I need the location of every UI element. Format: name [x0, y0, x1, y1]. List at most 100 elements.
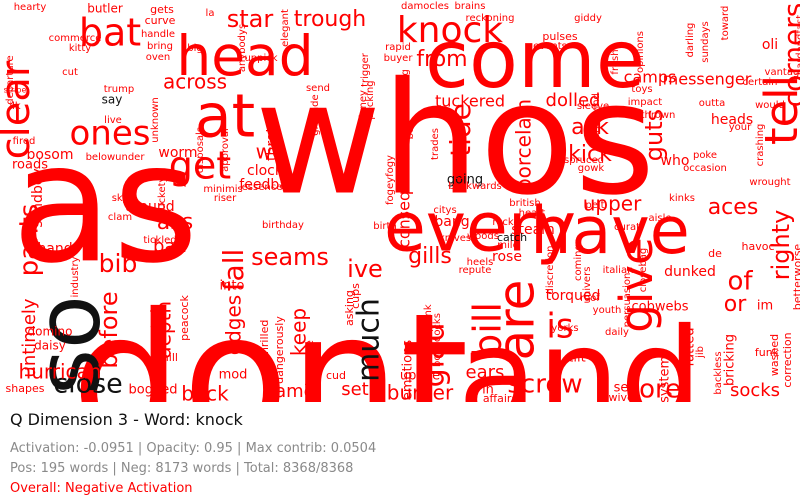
cloud-word-keep: keep	[287, 308, 311, 356]
cloud-word-porcelain: porcelain	[512, 99, 536, 191]
cloud-word-guts: guts	[640, 109, 668, 161]
cloud-word-tide: tide	[444, 103, 477, 157]
cloud-word-commerce: commerce	[49, 33, 102, 44]
cloud-word-head: head	[176, 24, 313, 88]
cloud-word-batting: batting	[400, 69, 411, 105]
cloud-word-fired: fired	[13, 136, 36, 147]
cloud-word-la: la	[206, 8, 215, 19]
cloud-word-gowk: gowk	[578, 163, 605, 174]
cloud-word-baloney: baloney	[358, 90, 369, 130]
cloud-word-ranks: ranks	[129, 251, 157, 262]
cloud-word-your: your	[729, 122, 752, 133]
cloud-word-opinions: opinions	[635, 31, 646, 73]
cloud-word-poke: poke	[693, 150, 717, 161]
cloud-word-repute: repute	[459, 265, 492, 276]
cloud-word-into: into	[220, 279, 245, 294]
cloud-word-going: going	[447, 173, 483, 188]
cloud-word-dunked: dunked	[664, 264, 716, 280]
cloud-word-bee: bee	[405, 121, 416, 140]
cloud-word-around: around	[125, 199, 174, 215]
cloud-word-sandboy: sandboy	[30, 168, 46, 227]
cloud-word-at: at	[195, 82, 255, 152]
cloud-word-essence: essence	[242, 182, 283, 193]
cloud-word-big: big	[187, 43, 202, 54]
activation-stats: Activation: -0.0951 | Opacity: 0.95 | Ma…	[10, 441, 377, 456]
cloud-word-every: every	[384, 189, 576, 268]
cloud-word-certain: certain	[743, 77, 778, 88]
cloud-word-see: see	[614, 381, 637, 396]
cloud-word-tuckered: tuckered	[435, 92, 505, 111]
cloud-word-across: across	[163, 70, 227, 94]
cloud-word-departure: departure	[5, 55, 16, 104]
cloud-word-fatted: fatted	[683, 328, 698, 367]
cloud-word-in: in	[482, 383, 494, 398]
cloud-word-tell: tell	[755, 75, 800, 145]
cloud-word-whirlwind: whirlwind	[591, 93, 602, 141]
cloud-word-systems: systems	[658, 349, 673, 402]
cloud-word-backless: backless	[713, 351, 724, 394]
cloud-word-cobwebs: cobwebs	[631, 300, 688, 315]
cloud-word-boondocks: boondocks	[432, 313, 443, 367]
cloud-word-bill: bill	[466, 302, 510, 358]
cloud-word-spruced: spruced	[564, 155, 604, 166]
cloud-word-live: live	[104, 115, 122, 126]
cloud-word-crashing: crashing	[755, 124, 766, 167]
cloud-word-mill: mill	[158, 351, 178, 364]
cloud-word-catch: catch	[497, 231, 527, 244]
cloud-word-occasion: occasion	[683, 163, 727, 174]
cloud-word-hurrican: hurrican	[19, 360, 102, 384]
cloud-word-oli: oli	[762, 37, 778, 53]
cloud-word-havoc: havoc	[742, 240, 775, 253]
cloud-word-cud: cud	[326, 369, 346, 382]
cloud-word-darling: darling	[685, 23, 696, 58]
cloud-word-events: events	[533, 41, 567, 52]
cloud-word-bosom: bosom	[27, 147, 74, 163]
overall-activation: Overall: Negative Activation	[10, 481, 193, 496]
cloud-word-camps: camps	[624, 68, 677, 87]
cloud-word-sundays: sundays	[700, 21, 711, 63]
cloud-word-correction: correction	[781, 332, 794, 387]
cloud-word-stork: stork	[148, 306, 161, 334]
cloud-word-elegant: elegant	[280, 9, 291, 47]
cloud-word-damocles: damocles	[401, 1, 449, 12]
cloud-word-discretion: discretion	[545, 245, 556, 294]
cloud-word-betterworse: betterworse	[791, 244, 800, 311]
word-counts: Pos: 195 words | Neg: 8173 words | Total…	[10, 461, 354, 476]
cloud-word-vantage: vantage	[765, 67, 800, 78]
cloud-word-unknown: unknown	[150, 97, 161, 142]
cloud-word-messenger: messenger	[663, 70, 752, 89]
cloud-word-have: have	[530, 194, 690, 269]
cloud-word-yorks: yorks	[551, 323, 578, 334]
cloud-word-clock: clock	[247, 163, 284, 179]
cloud-word-pecking: pecking	[365, 80, 376, 119]
cloud-word-fresh: fresh	[610, 49, 621, 74]
cloud-word-impasse: impasse	[303, 340, 316, 386]
dimension-title: Q Dimension 3 - Word: knock	[10, 410, 243, 429]
cloud-word-brotherly: brotherly	[455, 134, 466, 180]
cloud-word-funk: funk	[755, 346, 780, 359]
cloud-word-sky: sky	[112, 193, 129, 204]
cloud-word-glad: glad	[417, 323, 452, 388]
cloud-word-cups: cups	[349, 283, 362, 309]
cloud-word-citys: citys	[433, 205, 456, 216]
cloud-word-univers: univers	[582, 267, 593, 304]
cloud-word-disposals: disposals	[195, 127, 206, 173]
cloud-word-oven: oven	[146, 52, 171, 63]
cloud-word-burner: burner	[387, 381, 454, 403]
cloud-word-closebag: closebag	[638, 248, 649, 293]
cloud-word-muckety: muckety	[157, 176, 168, 219]
cloud-word-knock: knock	[397, 10, 503, 51]
cloud-word-edges: edges	[222, 295, 246, 355]
cloud-word-peacock: peacock	[178, 295, 191, 341]
cloud-word-toys: toys	[631, 84, 652, 95]
cloud-word-thrilled: thrilled	[258, 320, 271, 359]
cloud-word-much: much	[352, 298, 387, 382]
cloud-word-untimely: untimely	[19, 298, 40, 377]
cloud-word-dont: dont	[71, 277, 469, 402]
cloud-word-uppick: uppick	[244, 53, 277, 64]
cloud-word-minimis: minimis	[203, 184, 242, 195]
cloud-word-of: of	[727, 267, 753, 297]
cloud-word-come: come	[425, 13, 645, 106]
cloud-word-dolled: dolled	[546, 90, 601, 111]
cloud-word-approval: approval	[220, 128, 231, 172]
